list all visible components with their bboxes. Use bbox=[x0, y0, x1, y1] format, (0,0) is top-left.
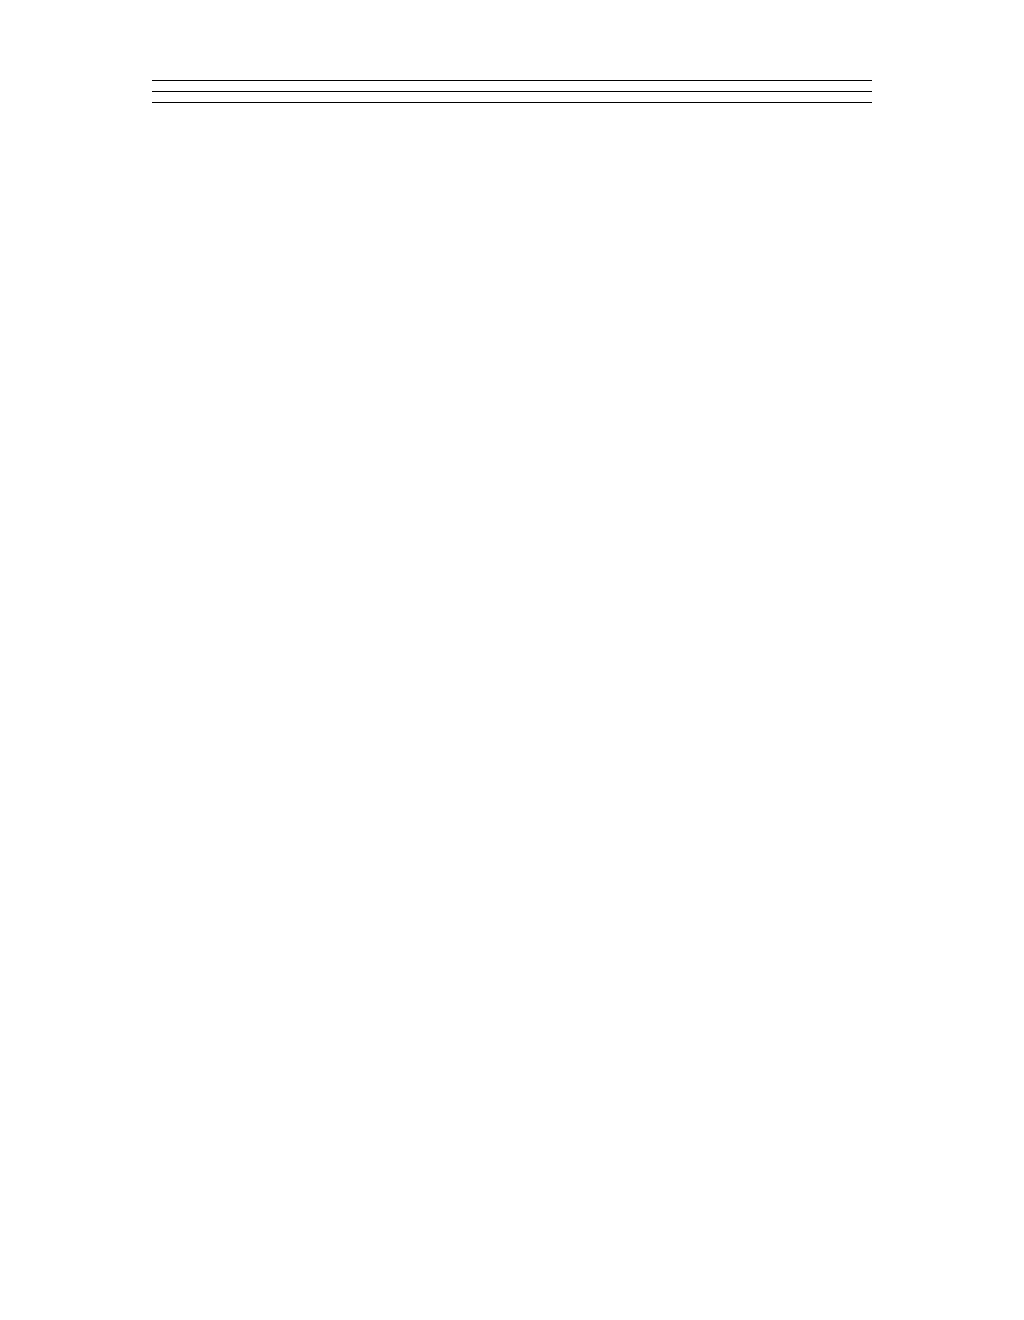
table-subtitle bbox=[152, 81, 872, 91]
table-rule bbox=[152, 102, 872, 103]
table-column-headers bbox=[152, 92, 872, 102]
compounds-table bbox=[152, 80, 872, 103]
